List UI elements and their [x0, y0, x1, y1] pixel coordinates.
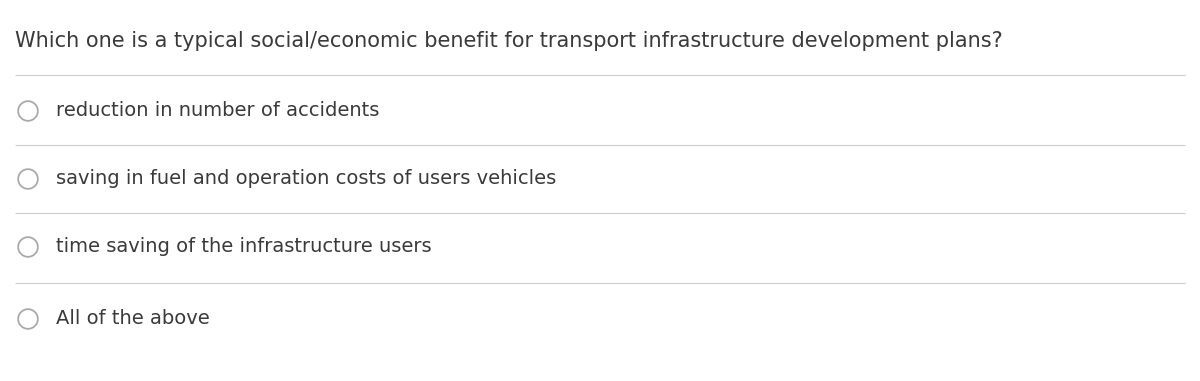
- Point: [18, 244, 37, 250]
- Point: [18, 316, 37, 322]
- Text: reduction in number of accidents: reduction in number of accidents: [56, 101, 379, 120]
- Point: [18, 108, 37, 114]
- Text: time saving of the infrastructure users: time saving of the infrastructure users: [56, 237, 432, 256]
- Text: All of the above: All of the above: [56, 309, 210, 328]
- Point: [18, 176, 37, 182]
- Text: Which one is a typical social/economic benefit for transport infrastructure deve: Which one is a typical social/economic b…: [14, 31, 1003, 51]
- Text: saving in fuel and operation costs of users vehicles: saving in fuel and operation costs of us…: [56, 170, 557, 189]
